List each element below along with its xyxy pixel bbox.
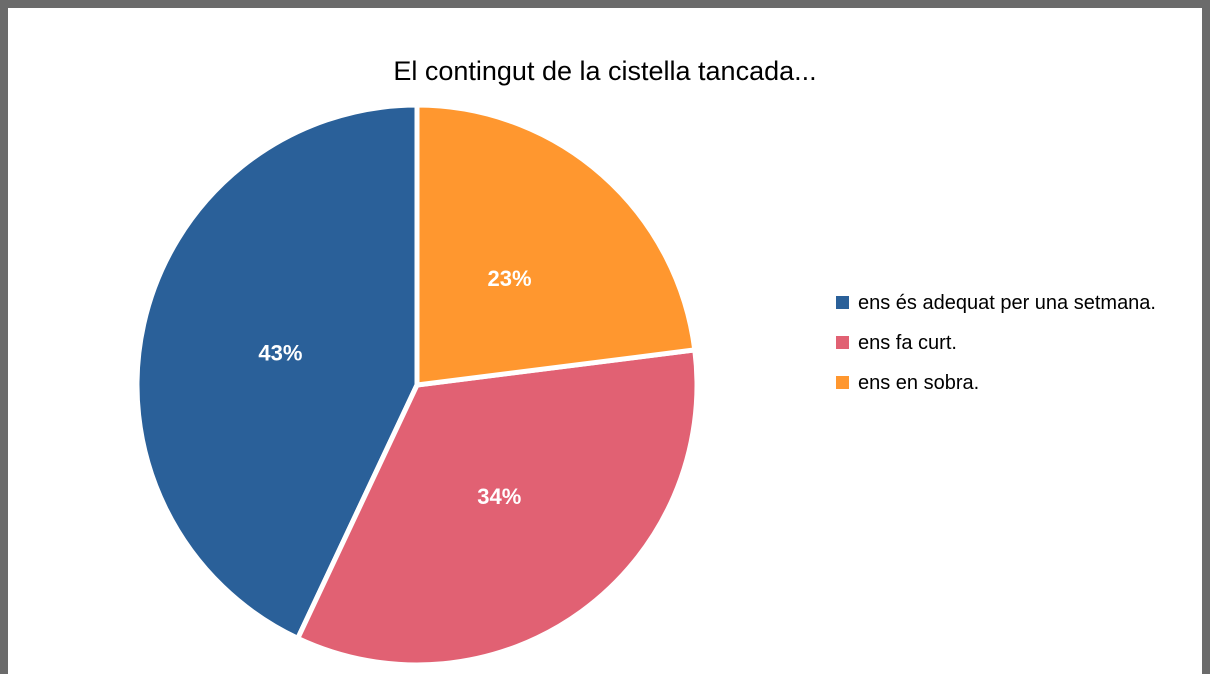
legend-swatch bbox=[836, 336, 849, 349]
data-label: 43% bbox=[258, 340, 302, 365]
legend-swatch bbox=[836, 296, 849, 309]
legend-item: ens fa curt. bbox=[834, 330, 1164, 356]
legend-label: ens fa curt. bbox=[858, 332, 957, 354]
legend-item: ens en sobra. bbox=[834, 370, 1164, 396]
legend: ens és adequat per una setmana. ens fa cu… bbox=[834, 290, 1164, 410]
data-label: 34% bbox=[477, 484, 521, 509]
legend-label: ens és adequat per una setmana. bbox=[858, 292, 1156, 314]
pie-slice bbox=[134, 102, 420, 641]
chart-title: El contingut de la cistella tancada... bbox=[393, 56, 817, 86]
legend-item: ens és adequat per una setmana. bbox=[834, 290, 1164, 316]
legend-label: ens en sobra. bbox=[858, 372, 980, 394]
pie-slice bbox=[414, 102, 698, 388]
data-label: 23% bbox=[488, 266, 532, 291]
pie-slice bbox=[295, 347, 700, 668]
legend-swatch bbox=[836, 376, 849, 389]
pie-area: 43% 34% 23% bbox=[134, 102, 700, 668]
